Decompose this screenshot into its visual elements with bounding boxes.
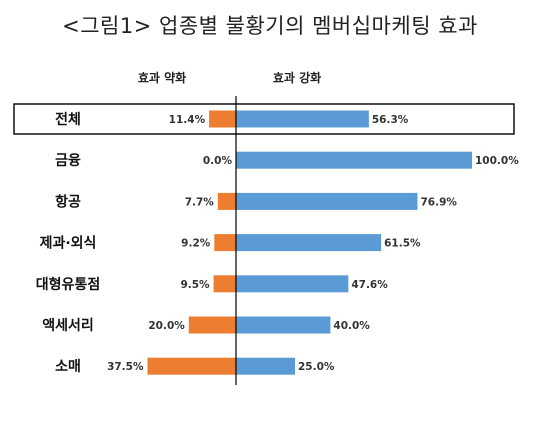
category-label: 금융 [55, 153, 81, 169]
value-label-strengthen: 76.9% [420, 196, 457, 208]
bars-group [13, 103, 515, 375]
category-label: 대형유통점 [36, 276, 100, 293]
value-label-weaken: 0.0% [203, 155, 233, 167]
chart-title: <그림1> 업종별 불황기의 멤버십마케팅 효과 [62, 14, 478, 38]
value-label-strengthen: 61.5% [384, 238, 421, 250]
value-label-weaken: 7.7% [185, 196, 215, 208]
category-label: 액세서리 [42, 317, 94, 334]
header-weaken: 효과 약화 [138, 70, 186, 85]
bar-strengthen [236, 151, 472, 169]
category-label: 소매 [55, 359, 81, 375]
bar-strengthen [236, 234, 382, 252]
chart-headers: 효과 약화 효과 강화 [138, 70, 321, 85]
value-label-strengthen: 100.0% [475, 155, 519, 167]
value-label-strengthen: 25.0% [298, 361, 335, 373]
bar-strengthen [236, 192, 418, 210]
bar-strengthen [236, 275, 349, 293]
bar-weaken [188, 316, 236, 334]
value-label-weaken: 11.4% [169, 114, 206, 126]
bar-strengthen [236, 110, 369, 128]
category-label: 전체 [55, 111, 81, 128]
value-label-strengthen: 56.3% [372, 114, 409, 126]
bar-weaken [213, 275, 236, 293]
category-label: 항공 [55, 193, 81, 210]
bar-weaken [217, 192, 236, 210]
bar-weaken [209, 110, 236, 128]
value-label-strengthen: 40.0% [333, 320, 370, 332]
labels-group: 전체 11.4% 56.3% 금융 0.0% 100.0% 항공 7.7% 76.9% 제과·외식… [36, 111, 519, 375]
bar-strengthen [236, 357, 295, 375]
value-label-weaken: 37.5% [107, 361, 144, 373]
value-label-weaken: 9.2% [181, 238, 211, 250]
bar-weaken [214, 234, 236, 252]
bar-weaken [147, 357, 236, 375]
header-strengthen: 효과 강화 [273, 70, 321, 85]
category-label: 제과·외식 [40, 235, 97, 252]
value-label-strengthen: 47.6% [351, 279, 388, 291]
value-label-weaken: 9.5% [180, 279, 210, 291]
bar-strengthen [236, 316, 331, 334]
value-label-weaken: 20.0% [148, 320, 185, 332]
highlight-box [13, 103, 515, 135]
